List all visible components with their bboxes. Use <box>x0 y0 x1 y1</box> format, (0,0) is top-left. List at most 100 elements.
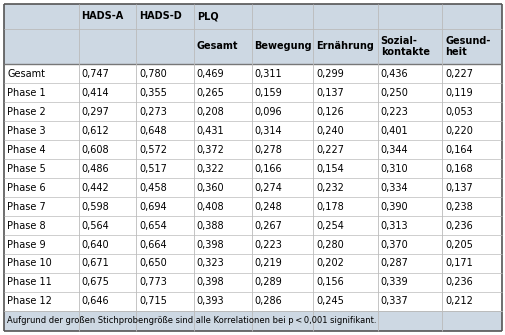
Text: Phase 6: Phase 6 <box>7 183 45 193</box>
Text: 0,393: 0,393 <box>196 296 224 307</box>
Text: Gesund-
heit: Gesund- heit <box>444 36 490 57</box>
Text: 0,401: 0,401 <box>380 126 408 136</box>
Text: 0,273: 0,273 <box>139 107 167 117</box>
Text: 0,398: 0,398 <box>196 240 224 250</box>
Text: 0,223: 0,223 <box>380 107 408 117</box>
Text: 0,612: 0,612 <box>81 126 109 136</box>
Text: 0,442: 0,442 <box>81 183 109 193</box>
Text: Phase 10: Phase 10 <box>7 259 52 268</box>
Text: Phase 5: Phase 5 <box>7 163 45 174</box>
Text: 0,156: 0,156 <box>316 277 343 287</box>
Text: Phase 7: Phase 7 <box>7 202 45 212</box>
Text: 0,227: 0,227 <box>444 69 472 79</box>
Text: 0,322: 0,322 <box>196 163 224 174</box>
Text: 0,119: 0,119 <box>444 88 472 98</box>
Text: 0,372: 0,372 <box>196 145 224 155</box>
Text: Phase 12: Phase 12 <box>7 296 52 307</box>
Bar <box>4 178 501 197</box>
Text: 0,458: 0,458 <box>139 183 167 193</box>
Text: Bewegung: Bewegung <box>254 42 312 51</box>
Bar <box>4 159 501 178</box>
Text: 0,238: 0,238 <box>444 202 472 212</box>
Text: 0,671: 0,671 <box>81 259 109 268</box>
Bar <box>4 64 501 83</box>
Text: 0,245: 0,245 <box>316 296 343 307</box>
Text: 0,096: 0,096 <box>254 107 282 117</box>
Text: 0,265: 0,265 <box>196 88 224 98</box>
Text: Phase 11: Phase 11 <box>7 277 52 287</box>
Text: Gesamt: Gesamt <box>7 69 45 79</box>
Text: 0,227: 0,227 <box>316 145 343 155</box>
Text: 0,572: 0,572 <box>139 145 167 155</box>
Text: 0,398: 0,398 <box>196 277 224 287</box>
Text: 0,517: 0,517 <box>139 163 167 174</box>
Bar <box>4 102 501 121</box>
Text: 0,205: 0,205 <box>444 240 472 250</box>
Text: Phase 3: Phase 3 <box>7 126 45 136</box>
Text: 0,126: 0,126 <box>316 107 343 117</box>
Text: 0,299: 0,299 <box>316 69 343 79</box>
Text: 0,166: 0,166 <box>254 163 282 174</box>
Text: 0,278: 0,278 <box>254 145 282 155</box>
Text: HADS-D: HADS-D <box>139 11 182 21</box>
Bar <box>4 197 501 216</box>
Bar <box>4 140 501 159</box>
Text: 0,650: 0,650 <box>139 259 167 268</box>
Bar <box>4 121 501 140</box>
Text: 0,137: 0,137 <box>444 183 472 193</box>
Text: 0,240: 0,240 <box>316 126 343 136</box>
Text: 0,254: 0,254 <box>316 220 343 230</box>
Text: 0,236: 0,236 <box>444 277 472 287</box>
Text: 0,323: 0,323 <box>196 259 224 268</box>
Text: 0,220: 0,220 <box>444 126 472 136</box>
Text: 0,208: 0,208 <box>196 107 224 117</box>
Text: 0,773: 0,773 <box>139 277 167 287</box>
Text: 0,311: 0,311 <box>254 69 282 79</box>
Bar <box>4 235 501 254</box>
Text: 0,287: 0,287 <box>380 259 408 268</box>
Text: 0,313: 0,313 <box>380 220 408 230</box>
Text: 0,289: 0,289 <box>254 277 282 287</box>
Text: PLQ: PLQ <box>196 11 218 21</box>
Text: 0,648: 0,648 <box>139 126 167 136</box>
Text: 0,250: 0,250 <box>380 88 408 98</box>
Text: 0,053: 0,053 <box>444 107 472 117</box>
Text: 0,715: 0,715 <box>139 296 167 307</box>
Text: 0,159: 0,159 <box>254 88 282 98</box>
Text: 0,286: 0,286 <box>254 296 282 307</box>
Text: HADS-A: HADS-A <box>81 11 124 21</box>
Text: 0,219: 0,219 <box>254 259 282 268</box>
Text: 0,654: 0,654 <box>139 220 167 230</box>
Text: Phase 8: Phase 8 <box>7 220 45 230</box>
Text: 0,310: 0,310 <box>380 163 408 174</box>
Text: 0,747: 0,747 <box>81 69 109 79</box>
Text: 0,314: 0,314 <box>254 126 282 136</box>
Text: 0,236: 0,236 <box>444 220 472 230</box>
Text: 0,388: 0,388 <box>196 220 224 230</box>
Text: 0,223: 0,223 <box>254 240 282 250</box>
Bar <box>4 292 501 311</box>
Text: 0,334: 0,334 <box>380 183 408 193</box>
Text: 0,137: 0,137 <box>316 88 343 98</box>
Text: Phase 4: Phase 4 <box>7 145 45 155</box>
Text: 0,640: 0,640 <box>81 240 109 250</box>
Text: Aufgrund der großen Stichprobengröße sind alle Korrelationen bei p < 0,001 signi: Aufgrund der großen Stichprobengröße sin… <box>7 317 376 326</box>
Bar <box>4 311 501 331</box>
Text: 0,486: 0,486 <box>81 163 109 174</box>
Text: 0,212: 0,212 <box>444 296 472 307</box>
Text: Phase 2: Phase 2 <box>7 107 45 117</box>
Text: 0,664: 0,664 <box>139 240 167 250</box>
Text: Phase 1: Phase 1 <box>7 88 45 98</box>
Text: 0,694: 0,694 <box>139 202 167 212</box>
Text: Ernährung: Ernährung <box>316 42 373 51</box>
Bar <box>4 83 501 102</box>
Text: 0,168: 0,168 <box>444 163 472 174</box>
Text: 0,248: 0,248 <box>254 202 282 212</box>
Text: 0,164: 0,164 <box>444 145 472 155</box>
Text: 0,646: 0,646 <box>81 296 109 307</box>
Bar <box>4 216 501 235</box>
Bar <box>4 254 501 273</box>
Text: 0,339: 0,339 <box>380 277 408 287</box>
Text: 0,337: 0,337 <box>380 296 408 307</box>
Text: 0,297: 0,297 <box>81 107 109 117</box>
